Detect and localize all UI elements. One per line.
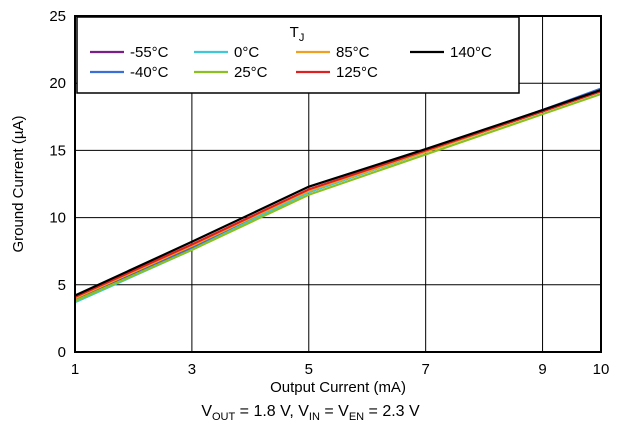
caption-vout-val: = 1.8 V, V: [235, 403, 309, 420]
x-tick-label: 5: [305, 361, 313, 378]
legend-title-main: T: [290, 24, 299, 41]
legend-title-sub: J: [299, 32, 305, 44]
y-tick-label: 15: [49, 142, 66, 159]
series-line: [74, 90, 602, 304]
plot-frame: [74, 15, 602, 353]
legend-label: -40°C: [130, 64, 169, 81]
legend-label: 125°C: [336, 64, 378, 81]
conditions-caption: VOUT = 1.8 V, VIN = VEN = 2.3 V: [0, 403, 621, 423]
caption-ven-val: = 2.3 V: [364, 403, 420, 420]
x-tick-label: 3: [188, 361, 196, 378]
series-line: [74, 90, 602, 298]
y-tick-labels: 0 5 10 15 20 25: [49, 8, 66, 361]
series-line: [74, 92, 602, 302]
caption-vout-sub: OUT: [211, 411, 236, 424]
legend-label: 25°C: [234, 64, 268, 81]
series-line: [74, 88, 602, 297]
x-tick-label: 7: [421, 361, 429, 378]
legend-box: [76, 16, 520, 94]
y-axis-label: Ground Current (µA): [10, 115, 27, 252]
legend-label: 85°C: [336, 44, 370, 61]
y-tick-label: 10: [49, 210, 66, 227]
caption-vin-val: = V: [319, 403, 349, 420]
x-tick-labels: 1 3 5 7 9 10: [71, 361, 610, 378]
x-tick-label: 10: [593, 361, 610, 378]
legend: TJ -55°C 0°C 85°C 140°C -40°C 25°C 125°C: [76, 16, 520, 94]
x-tick-label: 9: [538, 361, 546, 378]
y-tick-label: 5: [58, 277, 66, 294]
caption-ven-sub: EN: [348, 411, 365, 424]
legend-label: 0°C: [234, 44, 259, 61]
legend-label: -55°C: [130, 44, 169, 61]
x-axis-label: Output Current (mA): [270, 379, 406, 396]
legend-label: 140°C: [450, 44, 492, 61]
legend-items: -55°C 0°C 85°C 140°C -40°C 25°C 125°C: [90, 44, 492, 81]
caption-vout: V: [201, 403, 212, 420]
series-lines: [74, 87, 602, 304]
legend-title: TJ: [290, 24, 305, 44]
caption-vin-sub: IN: [308, 411, 320, 424]
ground-current-chart: 1 3 5 7 9 10 0 5 10 15 20 25 Output Current (mA) G…: [10, 8, 610, 396]
y-tick-label: 25: [49, 8, 66, 25]
y-tick-label: 20: [49, 75, 66, 92]
y-tick-label: 0: [58, 344, 66, 361]
x-tick-label: 1: [71, 361, 79, 378]
